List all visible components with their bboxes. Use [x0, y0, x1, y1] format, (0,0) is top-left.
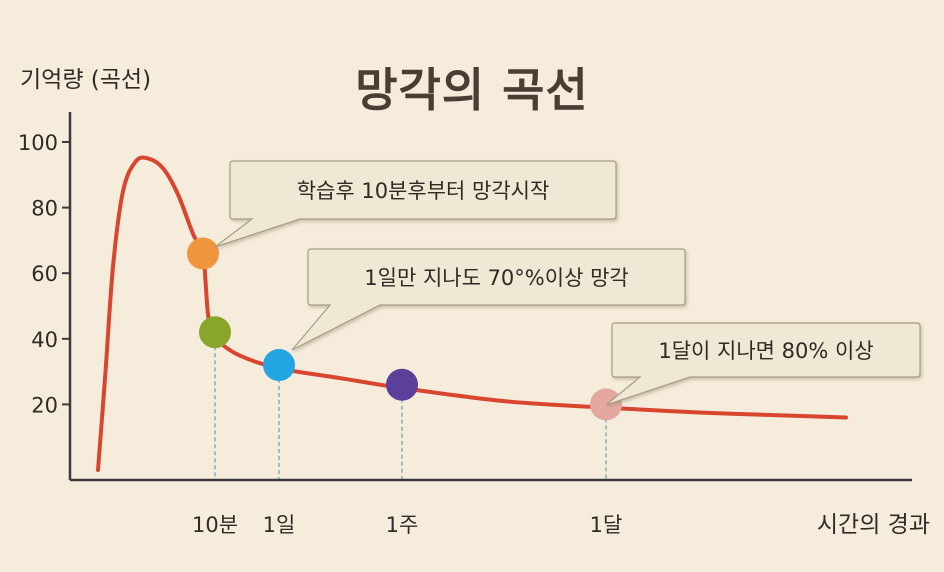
marker-orange: [187, 237, 219, 270]
callout-1: [214, 160, 617, 248]
callout-text: 학습후 10분후부터 망각시작: [297, 179, 550, 203]
chart-title: 망각의 곡선: [355, 63, 589, 117]
y-tick-label: 60: [31, 262, 58, 286]
x-tick-label: 1주: [386, 513, 419, 537]
y-axis-label: 기억량 (곡선): [20, 67, 152, 93]
callout-3: [605, 322, 921, 406]
callout-box: [605, 322, 921, 406]
callout-2: [291, 248, 686, 351]
callout-box: [214, 160, 617, 248]
x-tick-label: 10분: [192, 513, 238, 537]
x-tick-label: 1일: [263, 513, 296, 537]
callout-text: 1일만 지나도 70°%이상 망각: [364, 266, 628, 290]
marker-green: [199, 316, 231, 349]
callout-text: 1달이 지나면 80% 이상: [658, 339, 873, 363]
y-tick-label: 20: [31, 393, 58, 417]
x-axis-label: 시간의 경과: [816, 512, 930, 538]
y-tick-label: 40: [31, 328, 58, 352]
y-tick-label: 100: [18, 131, 58, 155]
forgetting-curve-line: [96, 155, 848, 472]
marker-blue: [263, 349, 295, 382]
callout-box: [291, 248, 686, 351]
marker-purple: [386, 368, 418, 401]
x-tick-label: 1달: [590, 513, 623, 537]
y-tick-label: 80: [31, 197, 58, 221]
